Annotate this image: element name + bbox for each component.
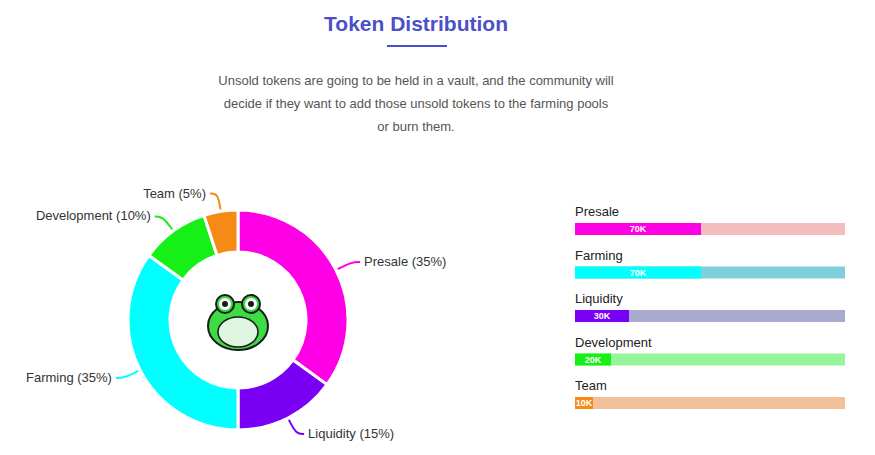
description-line: or burn them.: [377, 119, 454, 134]
title-underline: [387, 45, 447, 47]
mascot-pupil: [222, 301, 228, 307]
description-line: Unsold tokens are going to be held in a …: [218, 73, 613, 88]
mascot-backdrop: [171, 253, 305, 387]
bar-track: [575, 267, 845, 279]
slice-label: Team (5%): [143, 186, 206, 201]
category-label: Team: [575, 378, 607, 393]
mascot-eye-white: [245, 298, 257, 310]
leader-line: [116, 371, 138, 378]
bar: [575, 397, 593, 409]
leader-line: [210, 194, 221, 210]
category-label: Presale: [575, 204, 619, 219]
slice-label: Farming (35%): [26, 370, 112, 385]
value-label: 20K: [585, 355, 602, 365]
bar-track: [575, 223, 845, 235]
category-label: Farming: [575, 248, 623, 263]
leader-line: [155, 216, 172, 229]
slice-labels: Presale (35%) Liquidity (15%) Farming (35%…: [26, 186, 446, 441]
value-label: 70K: [630, 268, 647, 278]
leader-line: [338, 262, 360, 269]
mascot: [171, 253, 305, 387]
slices: [128, 210, 348, 430]
slice-label: Development (10%): [36, 208, 151, 223]
slice-label: Liquidity (15%): [308, 426, 394, 441]
bar-chart: PresaleFarmingLiquidityDevelopmentTeam70…: [575, 204, 845, 409]
page: Token Distribution Unsold tokens are goin…: [0, 0, 875, 455]
tracks: [575, 223, 845, 409]
value-label: 70K: [630, 224, 647, 234]
leader-line: [289, 420, 304, 434]
mascot-eye-white: [219, 298, 231, 310]
title: Token Distribution: [324, 12, 508, 35]
slice-label: Presale (35%): [364, 254, 446, 269]
mascot-pupil: [248, 301, 254, 307]
bar-track: [575, 397, 845, 409]
category-label: Liquidity: [575, 291, 623, 306]
bar: [575, 223, 701, 235]
mascot-eye: [242, 295, 260, 313]
description-line: decide if they want to add those unsold …: [224, 96, 609, 111]
bar: [575, 310, 629, 322]
bar-track: [575, 354, 845, 366]
mascot-belly: [218, 317, 258, 347]
category-labels: Presale Farming Liquidity Development Team: [575, 204, 652, 393]
donut-chart: Presale (35%) Liquidity (15%) Farming (35%…: [26, 186, 446, 441]
category-label: Development: [575, 335, 652, 350]
bar: [575, 267, 701, 279]
value-labels: 70K 70K 30K 20K 10K: [576, 224, 647, 408]
slice: [204, 210, 238, 255]
bar: [575, 354, 611, 366]
bars: [575, 223, 701, 409]
bar-track: [575, 310, 845, 322]
mascot-eye: [216, 295, 234, 313]
value-label: 10K: [576, 398, 593, 408]
value-label: 30K: [594, 311, 611, 321]
